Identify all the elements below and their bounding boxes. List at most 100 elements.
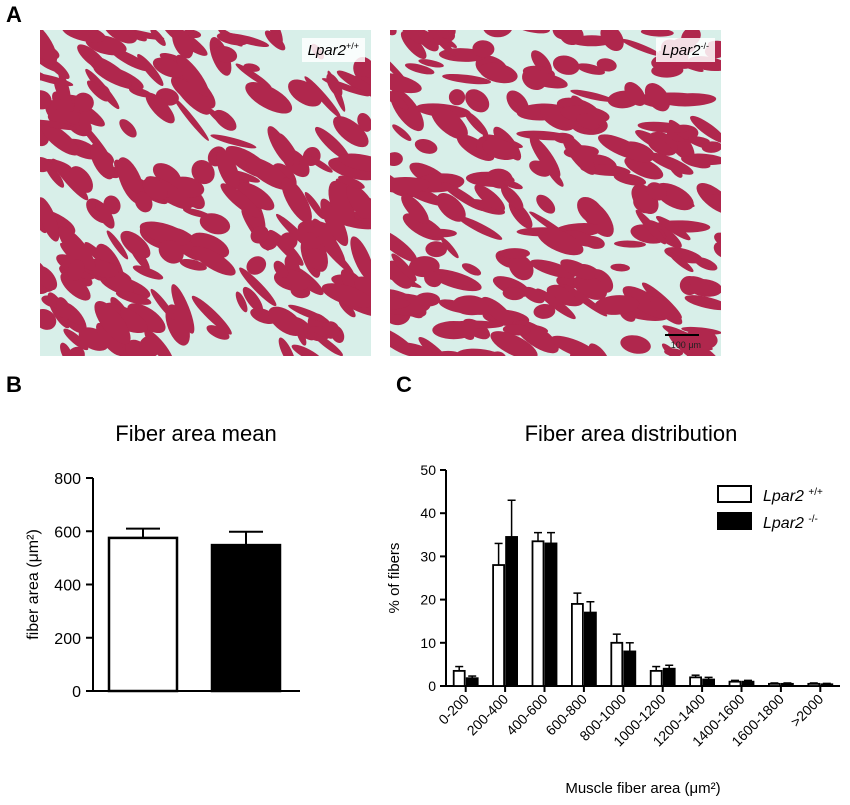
muscle-fiber (533, 303, 556, 319)
muscle-fiber (442, 73, 492, 85)
y-axis-label: fiber area (μm²) (25, 529, 42, 640)
muscle-fiber (429, 269, 482, 292)
muscle-fiber (60, 272, 91, 301)
panel-label-b: B (6, 372, 22, 397)
muscle-fiber (435, 350, 462, 356)
muscle-fiber (522, 67, 547, 91)
muscle-fiber (649, 296, 683, 325)
muscle-fiber (502, 324, 531, 336)
muscle-fiber (624, 156, 664, 180)
bar (820, 683, 834, 687)
muscle-fiber (432, 321, 476, 340)
muscle-fiber (119, 119, 137, 138)
muscle-fiber (321, 283, 371, 308)
micrograph-wildtype: Lpar2+/+ (40, 30, 371, 356)
muscle-fiber (401, 194, 429, 224)
muscle-fiber (452, 295, 489, 316)
muscle-fiber (585, 103, 607, 128)
muscle-fiber (90, 143, 115, 180)
muscle-fiber (58, 226, 96, 271)
muscle-fiber (94, 301, 131, 345)
muscle-fiber (346, 184, 371, 224)
muscle-fiber (621, 38, 662, 57)
muscle-fiber (464, 111, 489, 137)
bar (544, 542, 558, 687)
muscle-fiber (415, 292, 441, 307)
muscle-fiber (522, 286, 545, 304)
muscle-fiber (139, 335, 161, 356)
y-tick-label: 20 (420, 592, 436, 608)
muscle-fiber (306, 248, 328, 271)
muscle-fiber (687, 136, 710, 144)
bar (702, 678, 715, 687)
muscle-fiber (651, 63, 684, 78)
muscle-fiber (613, 173, 647, 186)
muscle-fiber (502, 287, 525, 301)
muscle-fiber (457, 215, 503, 240)
muscle-fiber (556, 275, 580, 289)
muscle-fiber (171, 284, 195, 334)
bar (505, 536, 519, 687)
muscle-fiber (490, 331, 538, 356)
muscle-fiber (540, 104, 576, 131)
muscle-fiber (482, 138, 519, 160)
muscle-fiber (418, 59, 444, 68)
y-tick-label: 10 (420, 635, 436, 651)
muscle-fiber (62, 30, 106, 43)
fiber-area-mean-chart: Fiber area mean 0 200 400 600 800 fiber area (… (25, 421, 300, 701)
bar (107, 536, 179, 693)
muscle-fiber (132, 265, 164, 280)
muscle-fiber (481, 296, 514, 325)
muscle-fiber (479, 62, 518, 84)
muscle-fiber (40, 197, 60, 242)
muscle-fiber (84, 242, 110, 267)
muscle-fiber (278, 337, 296, 356)
scale-bar-label: 100 μm (670, 340, 701, 350)
x-tick-label: 400-600 (503, 691, 551, 739)
muscle-fiber (648, 152, 694, 175)
muscle-fiber (191, 160, 215, 185)
chart-title: Fiber area mean (115, 421, 276, 446)
muscle-fiber (414, 138, 438, 154)
y-tick-label: 30 (420, 548, 436, 564)
muscle-fiber (646, 182, 667, 201)
muscle-fiber (127, 303, 166, 333)
muscle-fiber (245, 157, 291, 190)
muscle-fiber (320, 198, 349, 247)
muscle-fiber (499, 248, 530, 259)
muscle-fiber (624, 82, 646, 106)
muscle-fiber (106, 230, 129, 260)
muscle-fiber (361, 218, 371, 228)
muscle-fiber (206, 325, 230, 340)
muscle-fiber (529, 136, 561, 178)
muscle-fiber (620, 141, 655, 163)
muscle-fiber (40, 72, 74, 87)
muscle-fiber (404, 63, 435, 75)
bar (689, 676, 702, 687)
bar (649, 669, 663, 687)
muscle-fiber (336, 70, 371, 99)
muscle-fiber (614, 240, 646, 248)
muscle-fiber (392, 124, 412, 141)
y-tick-label: 400 (54, 578, 81, 595)
muscle-fiber (610, 263, 630, 272)
muscle-fiber (501, 185, 524, 210)
muscle-fiber (304, 192, 325, 220)
muscle-fiber (391, 253, 417, 282)
muscle-fiber (40, 266, 58, 291)
muscle-fiber (350, 236, 371, 282)
muscle-fiber (275, 213, 316, 253)
muscle-fiber (668, 252, 694, 273)
muscle-fiber (142, 177, 168, 201)
muscle-fiber (664, 348, 684, 356)
muscle-fiber (357, 112, 371, 132)
muscle-fiber (314, 126, 350, 161)
muscle-fiber (210, 134, 257, 149)
muscle-fiber (701, 141, 721, 153)
muscle-fiber (291, 344, 324, 356)
muscle-fiber (512, 30, 551, 34)
panel-label-a: A (6, 2, 22, 27)
bar (662, 667, 676, 687)
muscle-fiber (288, 79, 322, 107)
